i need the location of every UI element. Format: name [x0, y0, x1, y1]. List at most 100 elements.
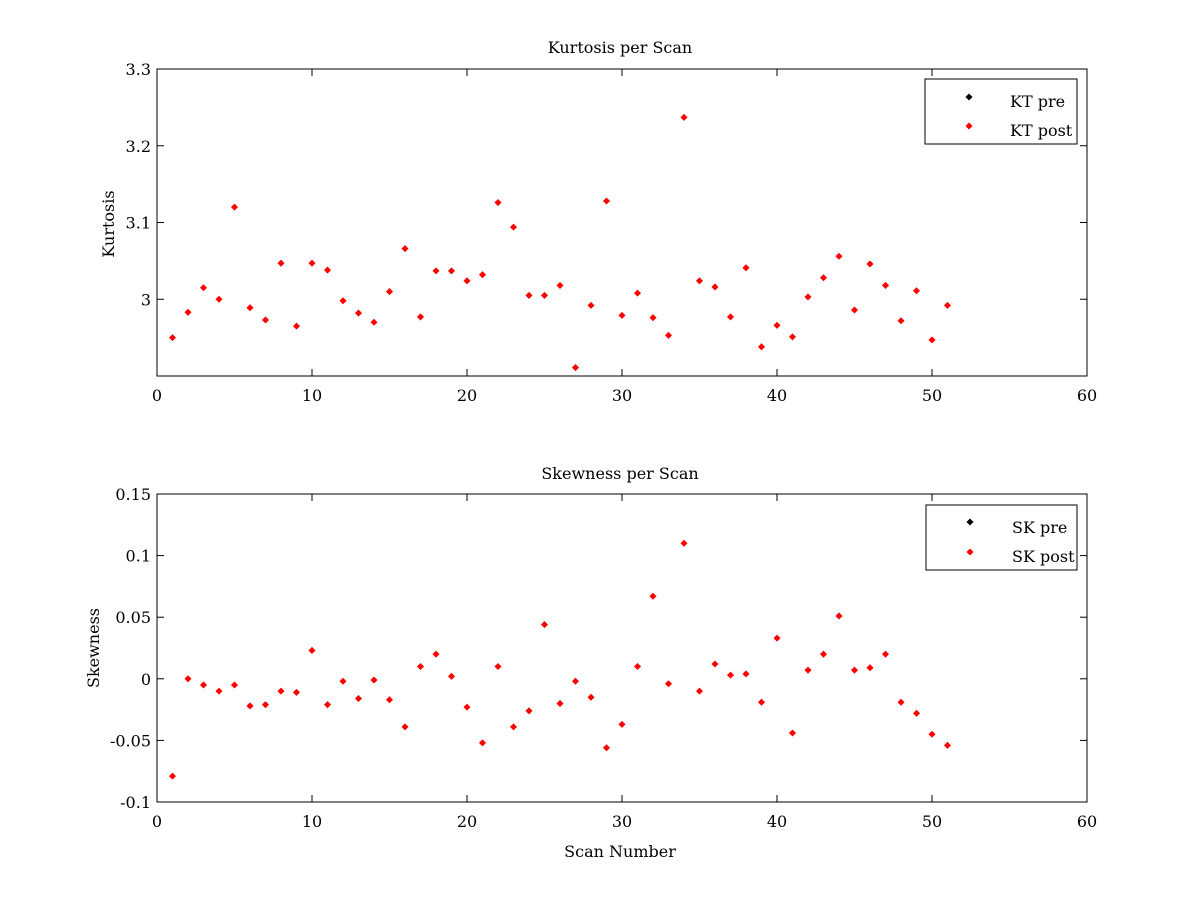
skewness-point-series-1: [695, 687, 704, 695]
x-tick-label: 30: [612, 386, 632, 405]
kurtosis-point-series-1: [850, 306, 859, 314]
kurtosis-legend-box: [924, 78, 1078, 145]
x-tick-label: 20: [457, 386, 477, 405]
kurtosis-point-series-1: [571, 364, 580, 372]
skewness-point-series-1: [416, 662, 425, 671]
y-tick-label: 3.3: [126, 60, 151, 79]
skewness-point-series-1: [556, 699, 564, 707]
skewness-point-series-1: [835, 612, 843, 620]
skewness-point-series-1: [587, 693, 595, 701]
kurtosis-point-series-1: [866, 260, 874, 268]
skewness-point-series-1: [711, 660, 719, 668]
skewness-point-series-1: [664, 680, 673, 688]
skewness-ticks: 0 10 20 30 40 50 60 -0.1 -0.05 0 0.05 0.1 0.15: [110, 485, 1097, 831]
skewness-point-series-1: [230, 681, 239, 689]
skewness-panel: Skewness per Scan Skewness Scan Number 0…: [84, 464, 1097, 861]
skewness-point-series-1: [881, 650, 890, 658]
x-tick-label: 50: [922, 386, 942, 405]
kurtosis-point-series-1: [230, 203, 239, 211]
kurtosis-point-series-1: [649, 314, 657, 322]
kurtosis-point-series-1: [726, 313, 735, 321]
y-tick-label: 3.1: [126, 214, 151, 233]
x-tick-label: 40: [767, 386, 787, 405]
skewness-point-series-1: [773, 634, 781, 642]
kurtosis-point-series-1: [184, 308, 192, 316]
skewness-point-series-1: [866, 664, 874, 672]
kurtosis-point-series-1: [199, 284, 208, 292]
kurtosis-point-series-1: [618, 311, 626, 319]
kurtosis-point-series-1: [680, 113, 688, 121]
skewness-point-series-1: [819, 650, 828, 658]
skewness-point-series-1: [494, 662, 502, 671]
skewness-x-axis-label: Scan Number: [564, 842, 676, 861]
kurtosis-point-series-1: [308, 259, 316, 267]
skewness-point-series-1: [726, 671, 735, 679]
kurtosis-point-series-1: [525, 291, 533, 299]
kurtosis-point-series-1: [943, 301, 952, 309]
skewness-point-series-1: [912, 709, 921, 717]
skewness-point-series-1: [308, 646, 316, 654]
kurtosis-point-series-1: [587, 301, 595, 309]
kurtosis-y-axis-label: Kurtosis: [99, 190, 118, 257]
skewness-point-series-1: [540, 621, 549, 629]
kurtosis-legend-marker-post: [965, 122, 973, 130]
kurtosis-point-series-1: [168, 334, 177, 342]
x-tick-label: 10: [302, 812, 322, 831]
y-tick-label: 3: [141, 290, 151, 309]
kurtosis-point-series-1: [370, 318, 378, 326]
skewness-point-series-1: [680, 539, 688, 547]
skewness-legend-marker-pre: [966, 518, 974, 526]
skewness-chart-title: Skewness per Scan: [541, 464, 698, 483]
kurtosis-legend-label-pre: KT pre: [1010, 92, 1065, 111]
x-tick-label: 40: [767, 812, 787, 831]
y-tick-label: 3.2: [126, 137, 151, 156]
skewness-point-series-1: [850, 666, 859, 674]
kurtosis-point-series-1: [602, 197, 611, 205]
y-tick-label: -0.1: [120, 793, 151, 812]
kurtosis-point-series-1: [416, 313, 425, 321]
skewness-point-series-1: [277, 687, 285, 695]
skewness-point-series-1: [804, 666, 812, 674]
skewness-legend-marker-post: [966, 548, 974, 556]
kurtosis-point-series-1: [912, 287, 921, 295]
skewness-point-series-1: [246, 702, 254, 710]
kurtosis-point-series-1: [215, 295, 223, 303]
x-tick-label: 30: [612, 812, 632, 831]
kurtosis-point-series-1: [323, 266, 332, 274]
kurtosis-point-series-1: [463, 277, 471, 285]
skewness-point-series-1: [168, 772, 177, 780]
skewness-legend: SK pre SK post: [925, 504, 1078, 571]
skewness-legend-label-pre: SK pre: [1012, 518, 1067, 537]
x-tick-label: 60: [1077, 386, 1097, 405]
kurtosis-point-series-1: [664, 331, 673, 339]
kurtosis-legend: KT pre KT post: [924, 78, 1078, 145]
skewness-point-series-1: [385, 696, 394, 704]
kurtosis-point-series-1: [478, 271, 487, 279]
kurtosis-point-series-1: [246, 304, 254, 312]
kurtosis-chart-title: Kurtosis per Scan: [548, 38, 692, 57]
kurtosis-point-series-1: [773, 321, 781, 329]
x-tick-label: 60: [1077, 812, 1097, 831]
skewness-point-series-1: [463, 703, 471, 711]
skewness-point-series-1: [757, 698, 766, 706]
skewness-legend-label-post: SK post: [1012, 547, 1075, 566]
skewness-point-series-1: [447, 672, 456, 680]
skewness-point-series-1: [323, 701, 332, 709]
kurtosis-point-series-1: [804, 293, 812, 301]
kurtosis-point-series-1: [277, 259, 285, 267]
kurtosis-point-series-1: [354, 309, 363, 317]
kurtosis-point-series-1: [788, 333, 797, 341]
skewness-y-axis-label: Skewness: [84, 608, 103, 688]
skewness-point-series-1: [292, 688, 301, 696]
skewness-point-series-1: [571, 677, 580, 685]
kurtosis-legend-label-post: KT post: [1010, 121, 1073, 140]
skewness-point-series-1: [199, 681, 208, 689]
skewness-point-series-1: [602, 744, 611, 752]
skewness-point-series-1: [354, 694, 363, 703]
kurtosis-point-series-1: [928, 336, 936, 344]
skewness-legend-box: [925, 504, 1078, 571]
skewness-point-series-1: [928, 730, 936, 738]
x-tick-label: 10: [302, 386, 322, 405]
skewness-point-series-1: [897, 698, 905, 706]
kurtosis-point-series-1: [509, 223, 518, 231]
